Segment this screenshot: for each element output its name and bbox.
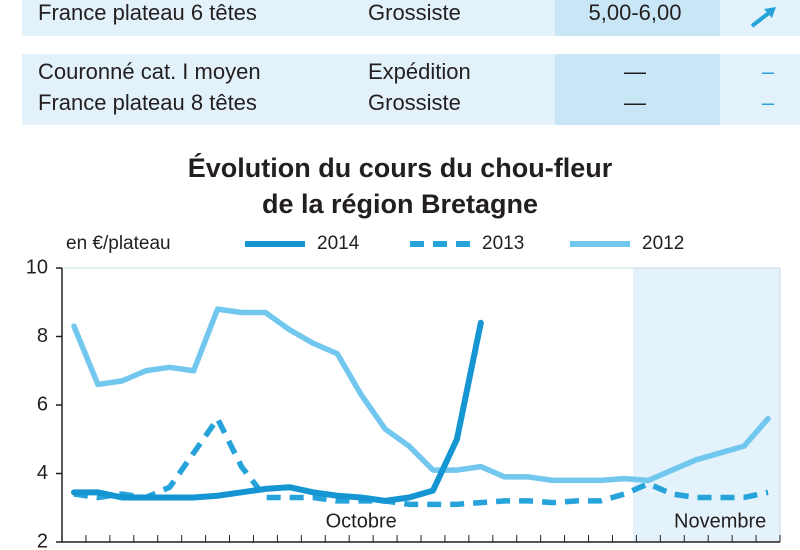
y-tick-label: 10: [26, 256, 48, 278]
month-shade: [633, 268, 780, 542]
series-line: [70, 319, 484, 504]
chart-title: de la région Bretagne: [262, 189, 538, 219]
legend-label: 2013: [482, 233, 524, 254]
table-cell: France plateau 6 têtes: [38, 0, 257, 25]
table-cell: Couronné cat. I moyen: [38, 59, 261, 84]
y-tick-label: 2: [37, 530, 48, 550]
chart-title: Évolution du cours du chou-fleur: [188, 152, 613, 183]
trend-up-icon: [750, 7, 776, 28]
table-cell: —: [624, 59, 646, 84]
table-cell: –: [762, 59, 775, 84]
x-tick-label: Octobre: [326, 510, 397, 532]
y-tick-label: 8: [37, 325, 48, 347]
table-cell: France plateau 8 têtes: [38, 90, 257, 115]
table-cell: —: [624, 90, 646, 115]
y-tick-label: 6: [37, 393, 48, 415]
row-separator: [0, 36, 800, 54]
legend-label: 2012: [642, 233, 684, 254]
table-cell: Grossiste: [368, 90, 461, 115]
table-margin: [0, 0, 22, 125]
table-cell: Grossiste: [368, 0, 461, 25]
price-column: [555, 0, 720, 125]
x-tick-label: Novembre: [674, 510, 766, 532]
legend-label: 2014: [317, 233, 360, 254]
table-cell: 5,00-6,00: [589, 0, 682, 25]
table-cell: Expédition: [368, 59, 471, 84]
y-tick-label: 4: [37, 462, 48, 484]
table-cell: –: [762, 90, 775, 115]
y-axis-label: en €/plateau: [66, 233, 171, 254]
series-line: [71, 306, 771, 484]
